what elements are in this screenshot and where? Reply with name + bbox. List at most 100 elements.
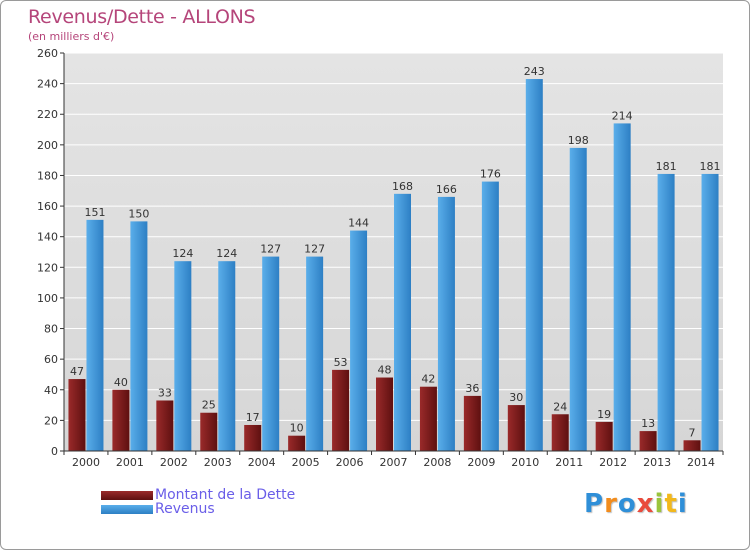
data-label-dette: 13: [641, 417, 655, 430]
x-tick-label: 2005: [292, 456, 320, 469]
data-label-revenus: 181: [656, 160, 677, 173]
data-label-dette: 40: [114, 376, 128, 389]
bar-dette: [507, 405, 525, 451]
bar-revenus: [437, 196, 455, 451]
bar-revenus: [130, 221, 148, 451]
bar-dette: [639, 431, 657, 451]
data-label-dette: 33: [158, 386, 172, 399]
data-label-revenus: 243: [524, 65, 545, 78]
chart-subtitle: (en milliers d'€): [28, 30, 115, 43]
bar-dette: [551, 414, 569, 451]
bar-revenus: [701, 173, 719, 451]
x-tick-label: 2002: [160, 456, 188, 469]
data-label-dette: 19: [597, 408, 611, 421]
y-tick-label: 140: [37, 231, 58, 244]
bar-revenus: [218, 261, 236, 451]
x-tick-label: 2004: [248, 456, 276, 469]
data-label-revenus: 124: [172, 247, 193, 260]
bar-dette: [244, 424, 262, 451]
data-label-revenus: 127: [260, 243, 281, 256]
data-label-dette: 47: [70, 365, 84, 378]
x-tick-label: 2011: [555, 456, 583, 469]
bar-dette: [112, 389, 130, 451]
legend-swatch-dette: [101, 491, 153, 500]
y-tick-label: 100: [37, 292, 58, 305]
y-tick-label: 80: [44, 323, 58, 336]
bar-revenus: [613, 123, 631, 452]
bar-dette: [332, 369, 350, 451]
x-tick-label: 2010: [511, 456, 539, 469]
y-tick-label: 60: [44, 353, 58, 366]
y-tick-label: 0: [51, 445, 58, 458]
data-label-dette: 25: [202, 399, 216, 412]
bar-dette: [595, 421, 613, 451]
x-tick-label: 2014: [687, 456, 715, 469]
logo-letter: o: [617, 489, 637, 519]
y-tick-label: 240: [37, 78, 58, 91]
bar-dette: [156, 400, 174, 451]
x-tick-label: 2001: [116, 456, 144, 469]
bar-dette: [683, 440, 701, 451]
legend-label-revenus: Revenus: [155, 501, 215, 517]
legend-label-dette: Montant de la Dette: [155, 487, 296, 503]
data-label-revenus: 166: [436, 183, 457, 196]
data-label-revenus: 198: [568, 134, 589, 147]
x-tick-label: 2008: [423, 456, 451, 469]
data-label-dette: 48: [378, 364, 392, 377]
bar-revenus: [569, 147, 587, 451]
x-tick-label: 2012: [599, 456, 627, 469]
data-label-dette: 24: [553, 400, 567, 413]
chart-title: Revenus/Dette - ALLONS: [28, 6, 256, 28]
y-tick-label: 260: [37, 47, 58, 60]
data-label-revenus: 176: [480, 168, 501, 181]
x-tick-label: 2003: [204, 456, 232, 469]
data-label-revenus: 151: [84, 206, 105, 219]
bar-revenus: [306, 256, 324, 451]
bar-chart: 47 151 40 150 33 124 25 124 17 127 10 127 53 144 48 168…: [37, 47, 724, 469]
data-label-dette: 30: [509, 391, 523, 404]
bar-dette: [463, 395, 481, 451]
bar-revenus: [262, 256, 280, 451]
bar-dette: [419, 386, 437, 451]
y-tick-label: 180: [37, 169, 58, 182]
x-tick-label: 2000: [72, 456, 100, 469]
bar-revenus: [657, 173, 675, 451]
bar-revenus: [481, 181, 499, 452]
data-label-dette: 36: [465, 382, 479, 395]
logo-letter: t: [664, 489, 678, 519]
bar-dette: [288, 435, 306, 451]
y-tick-label: 160: [37, 200, 58, 213]
y-tick-label: 40: [44, 384, 58, 397]
logo-letter: i: [677, 489, 688, 519]
data-label-dette: 7: [689, 426, 696, 439]
data-label-dette: 10: [290, 422, 304, 435]
x-tick-label: 2009: [467, 456, 495, 469]
x-tick-label: 2006: [336, 456, 364, 469]
y-tick-label: 120: [37, 261, 58, 274]
y-tick-label: 20: [44, 414, 58, 427]
data-label-dette: 17: [246, 411, 260, 424]
bar-revenus: [174, 261, 192, 451]
proxiti-logo: Proxiti: [584, 489, 688, 519]
data-label-revenus: 181: [700, 160, 721, 173]
bar-revenus: [394, 193, 411, 452]
data-label-revenus: 127: [304, 243, 325, 256]
bar-dette: [376, 377, 393, 451]
data-label-revenus: 214: [612, 109, 633, 122]
bar-revenus: [350, 230, 368, 451]
logo-letter: x: [636, 489, 655, 519]
data-label-revenus: 150: [128, 207, 149, 220]
bar-revenus: [525, 79, 543, 452]
logo-letter: P: [584, 489, 605, 519]
x-tick-label: 2013: [643, 456, 671, 469]
logo-letter: r: [604, 489, 618, 519]
data-label-dette: 53: [334, 356, 348, 369]
data-label-revenus: 144: [348, 217, 369, 230]
data-label-revenus: 168: [392, 180, 413, 193]
logo-letter: i: [654, 489, 665, 519]
y-tick-label: 200: [37, 139, 58, 152]
bar-dette: [200, 412, 218, 451]
y-tick-label: 220: [37, 108, 58, 121]
x-tick-label: 2007: [380, 456, 408, 469]
